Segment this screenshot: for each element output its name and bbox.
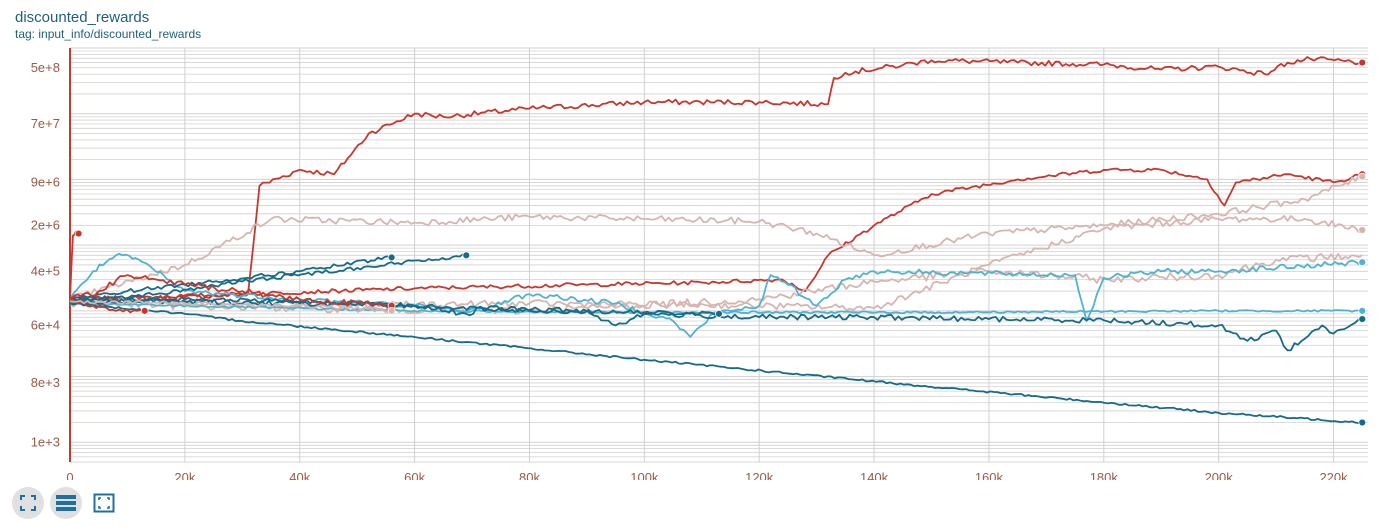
fullscreen-icon: [20, 495, 36, 511]
data-table-button[interactable]: [50, 487, 82, 519]
x-tick-label: 40k: [289, 470, 310, 480]
series-line-15: [69, 299, 393, 314]
line-chart[interactable]: 0 20k 40k 60k 80k 100k 120k 140k 160k 180k 200k 220…: [0, 0, 1400, 480]
series-line-5: [69, 252, 1363, 338]
data-table-icon: [56, 495, 76, 511]
y-tick-label: 5e+8: [31, 60, 60, 75]
x-tick-label: 140k: [860, 470, 889, 480]
series-end-marker-12: [74, 229, 83, 238]
series-end-marker-3: [1358, 226, 1367, 234]
series-line-8: [69, 297, 1363, 352]
series-line-6: [69, 301, 1363, 315]
series-end-marker-7: [1358, 418, 1367, 427]
x-tick-label: 180k: [1090, 470, 1119, 480]
chart-toolbar: [12, 487, 120, 519]
series-line-13: [69, 274, 393, 309]
fullscreen-button[interactable]: [12, 487, 44, 519]
y-tick-label: 6e+4: [31, 317, 60, 332]
y-tick-label: 2e+6: [31, 217, 60, 232]
series-end-marker-10: [462, 251, 471, 260]
series-end-marker-9: [387, 253, 396, 262]
series-line-0: [69, 56, 1363, 302]
x-tick-label: 60k: [404, 470, 425, 480]
fit-domain-button[interactable]: [88, 487, 120, 519]
fit-domain-icon: [93, 493, 115, 513]
x-tick-label: 160k: [975, 470, 1004, 480]
series-line-1: [69, 167, 1363, 302]
x-tick-label: 220k: [1319, 470, 1348, 480]
series-end-marker-14: [140, 306, 149, 315]
x-tick-label: 200k: [1205, 470, 1234, 480]
series-line-10: [69, 253, 467, 304]
x-tick-label: 0: [66, 470, 73, 480]
chart-tag: tag: input_info/discounted_rewards: [15, 27, 202, 41]
x-tick-label: 80k: [519, 470, 540, 480]
series-line-2: [69, 174, 1363, 300]
x-tick-label: 100k: [630, 470, 659, 480]
y-tick-label: 8e+3: [31, 375, 60, 390]
x-tick-label: 20k: [174, 470, 195, 480]
series-line-4: [69, 253, 1363, 315]
series-end-marker-11: [715, 309, 723, 318]
y-tick-label: 4e+5: [31, 263, 60, 278]
series-end-marker-2: [1358, 172, 1367, 181]
series-end-marker-0: [1358, 58, 1367, 67]
series-line-7: [69, 302, 1363, 424]
x-tick-label: 120k: [745, 470, 774, 480]
series-end-marker-15: [387, 306, 396, 315]
y-tick-label: 1e+3: [31, 434, 60, 449]
series-line-9: [69, 255, 392, 301]
y-tick-label: 9e+6: [31, 174, 60, 189]
y-tick-label: 7e+7: [31, 116, 60, 131]
series-end-marker-8: [1358, 315, 1367, 323]
chart-title: discounted_rewards: [15, 9, 150, 26]
series-end-marker-5: [1358, 258, 1367, 267]
series-end-marker-6: [1358, 306, 1367, 315]
